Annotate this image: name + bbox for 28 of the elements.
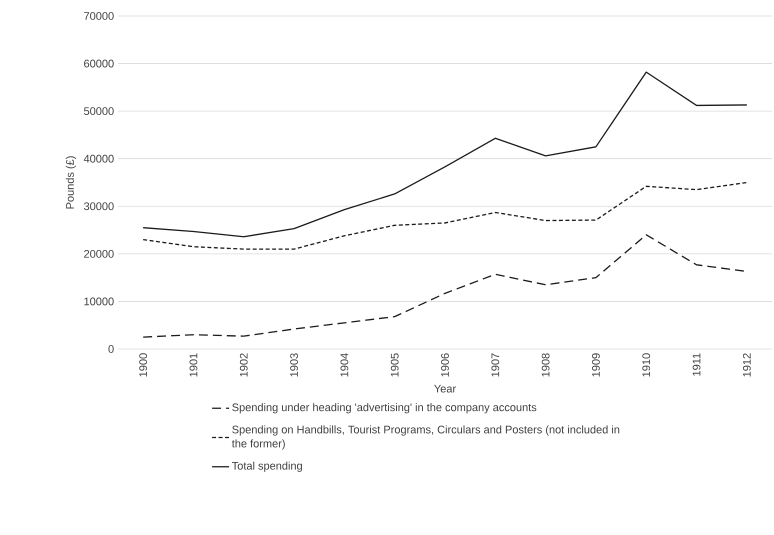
y-tick-label: 30000 [84, 202, 114, 210]
x-tick-label: 1909 [592, 353, 600, 376]
x-tick-label: 1910 [642, 353, 650, 376]
line-series [142, 71, 748, 238]
x-tick-label: 1908 [542, 353, 550, 376]
line-series [142, 182, 748, 250]
x-tick-label: 1902 [240, 353, 248, 376]
legend-label: Spending on Handbills, Tourist Programs, Circulars and Posters (not included in the former) [232, 425, 620, 450]
x-tick-label: 1905 [390, 353, 399, 376]
y-tick-label: 40000 [84, 154, 114, 163]
x-tick-label: 1912 [742, 353, 751, 376]
y-axis-title: Pounds (£) [66, 156, 76, 208]
x-tick-label: 1904 [340, 353, 348, 376]
x-tick-label: 1911 [692, 353, 700, 376]
y-tick-label: 60000 [84, 60, 114, 68]
x-tick-label: 1900 [139, 353, 148, 376]
y-tick-label: 0 [108, 345, 114, 353]
x-tick-label: 1907 [491, 353, 500, 376]
x-tick-label: 1906 [441, 353, 449, 376]
x-tick-label: 1903 [290, 353, 298, 376]
y-tick-label: 10000 [84, 298, 114, 306]
legend-label: Total spending [232, 462, 302, 472]
x-tick-label: 1901 [190, 353, 198, 376]
legend-label: Spending under heading 'advertising' in the company accounts [232, 403, 536, 414]
y-tick-label: 70000 [84, 12, 114, 20]
y-tick-label: 20000 [84, 250, 114, 258]
x-axis-title: Year [434, 384, 456, 393]
y-tick-label: 50000 [84, 107, 114, 116]
